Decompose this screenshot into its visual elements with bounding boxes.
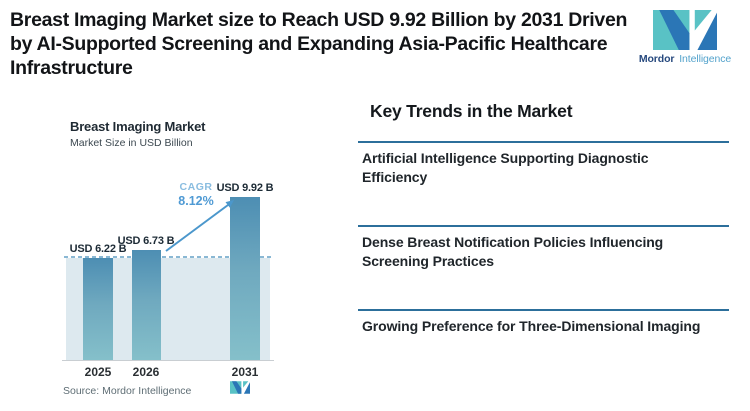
value-label-2031: USD 9.92 B	[216, 182, 274, 194]
headline-line-2: by AI-Supported Screening and Expanding …	[10, 33, 608, 55]
source-attribution: Source: Mordor Intelligence	[63, 385, 192, 397]
brand-name-bold: Mordor	[638, 53, 675, 65]
trend-text-line: Efficiency	[362, 169, 428, 185]
page-title: Breast Imaging Market size to Reach USD …	[10, 8, 635, 80]
chart-title: Breast Imaging Market	[70, 119, 206, 134]
brand-logo: Mordor Intelligence	[626, 10, 744, 65]
headline-line-3: Infrastructure	[10, 57, 133, 79]
mordor-mini-logo-icon	[230, 381, 250, 394]
cagr-annotation: CAGR 8.12%	[160, 181, 232, 208]
trend-text-line: Artificial Intelligence Supporting Diagn…	[362, 150, 649, 166]
trend-item-3d-imaging: Growing Preference for Three-Dimensional…	[362, 317, 728, 336]
x-axis-line	[62, 360, 274, 361]
bar-2026	[132, 250, 161, 361]
trend-divider	[358, 225, 729, 227]
trend-divider	[358, 309, 729, 311]
brand-name-light: Intelligence	[679, 53, 732, 65]
market-size-chart: Breast Imaging Market Market Size in USD…	[60, 115, 276, 411]
cagr-label: CAGR	[179, 181, 213, 193]
reference-dashed-line	[64, 256, 272, 258]
trend-item-dense-breast: Dense Breast Notification Policies Influ…	[362, 233, 728, 271]
bar-2031	[230, 197, 260, 361]
x-tick-2026: 2026	[132, 365, 160, 379]
trend-divider	[358, 141, 729, 143]
trend-text-line: Screening Practices	[362, 253, 494, 269]
x-tick-2025: 2025	[84, 365, 112, 379]
trend-text-line: Dense Breast Notification Policies Influ…	[362, 234, 664, 250]
value-label-2025: USD 6.22 B	[69, 243, 127, 255]
mordor-intelligence-logo-icon	[653, 10, 717, 50]
brand-wordmark: Mordor Intelligence	[626, 53, 744, 65]
x-tick-2031: 2031	[231, 365, 259, 379]
chart-subtitle: Market Size in USD Billion	[70, 137, 193, 149]
trends-heading: Key Trends in the Market	[370, 101, 573, 121]
trend-text-line: Growing Preference for Three-Dimensional…	[362, 318, 701, 334]
headline-line-1: Breast Imaging Market size to Reach USD …	[10, 9, 628, 31]
cagr-value: 8.12%	[178, 194, 214, 208]
bar-2025	[83, 258, 113, 361]
trend-item-ai: Artificial Intelligence Supporting Diagn…	[362, 149, 728, 187]
value-label-2026: USD 6.73 B	[117, 235, 175, 247]
